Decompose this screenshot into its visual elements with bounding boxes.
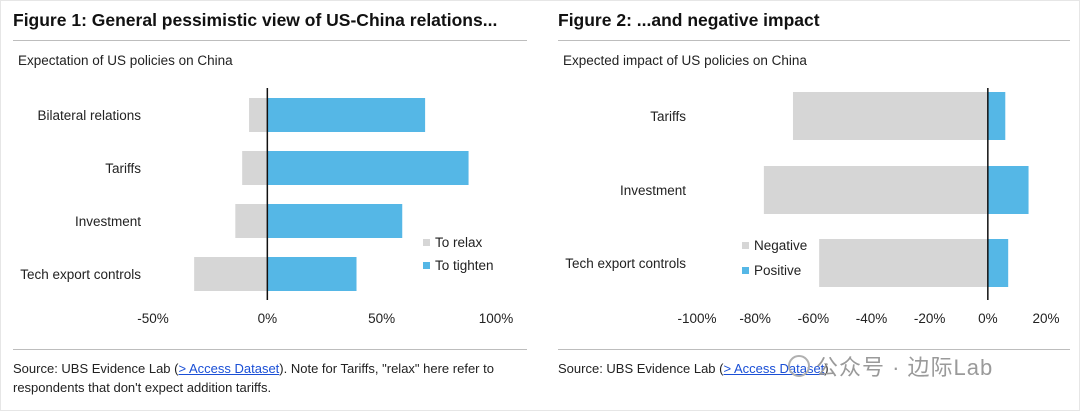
figure-2-title-rule xyxy=(558,40,1070,41)
fig2-bar-negative-2 xyxy=(819,239,988,287)
fig1-bar-to-relax-2 xyxy=(235,204,268,238)
fig2-legend-swatch-1 xyxy=(742,267,749,274)
fig2-category-label-1: Investment xyxy=(620,183,686,198)
figure-1-source: Source: UBS Evidence Lab (> Access Datas… xyxy=(13,359,533,397)
figure-1-panel: Figure 1: General pessimistic view of US… xyxy=(13,10,533,397)
fig1-x-tick-label-3: 100% xyxy=(479,311,514,326)
figure-2-panel: Figure 2: ...and negative impact Expecte… xyxy=(545,0,1080,411)
fig2-x-tick-label-2: -60% xyxy=(798,311,830,326)
figure-2-source-rule xyxy=(558,349,1070,350)
fig1-category-label-2: Investment xyxy=(75,214,141,229)
fig2-bar-positive-0 xyxy=(987,92,1006,140)
figure-2-title: Figure 2: ...and negative impact xyxy=(558,10,820,30)
fig1-legend-label-1: To tighten xyxy=(435,258,494,273)
fig1-legend-swatch-0 xyxy=(423,239,430,246)
fig2-x-tick-label-4: -20% xyxy=(914,311,946,326)
fig2-category-label-2: Tech export controls xyxy=(565,256,686,271)
fig2-x-tick-label-1: -80% xyxy=(739,311,771,326)
fig1-category-label-0: Bilateral relations xyxy=(37,108,141,123)
fig2-bar-negative-0 xyxy=(792,92,988,140)
fig1-x-tick-label-1: 0% xyxy=(258,311,278,326)
figure-2-chart-title: Expected impact of US policies on China xyxy=(563,53,807,68)
fig2-legend-label-1: Positive xyxy=(754,263,801,278)
fig1-bar-to-tighten-2 xyxy=(267,204,403,238)
fig1-category-label-3: Tech export controls xyxy=(20,267,141,282)
fig2-bar-negative-1 xyxy=(763,166,988,214)
fig1-bar-to-tighten-0 xyxy=(267,98,426,132)
figure-1-source-suffix: ). Note for Tariffs, "relax" here refer … xyxy=(13,361,494,395)
figure-1-chart-title: Expectation of US policies on China xyxy=(18,53,233,68)
fig1-bar-to-relax-1 xyxy=(242,151,268,185)
figure-1-source-rule xyxy=(13,349,527,350)
fig1-bar-to-tighten-1 xyxy=(267,151,469,185)
fig2-legend-swatch-0 xyxy=(742,242,749,249)
fig2-category-label-0: Tariffs xyxy=(650,109,686,124)
fig1-bar-to-relax-0 xyxy=(249,98,268,132)
fig1-x-tick-label-0: -50% xyxy=(137,311,169,326)
figure-2-chart: Tariffs Investment Tech export controls -10… xyxy=(565,88,1060,326)
fig1-legend-label-0: To relax xyxy=(435,235,483,250)
figure-1-source-prefix: Source: UBS Evidence Lab ( xyxy=(13,361,179,376)
figure-1-title: Figure 1: General pessimistic view of US… xyxy=(13,10,498,30)
figure-1-chart: Bilateral relations Tariffs Investment Tech… xyxy=(20,88,514,326)
fig2-x-tick-label-5: 0% xyxy=(978,311,998,326)
fig1-bar-to-tighten-3 xyxy=(267,257,357,291)
figure-2-source-prefix: Source: UBS Evidence Lab ( xyxy=(558,361,724,376)
fig2-bar-positive-2 xyxy=(987,239,1009,287)
fig1-x-tick-label-2: 50% xyxy=(368,311,395,326)
figure-2-source-suffix: ) xyxy=(824,361,829,376)
fig2-x-tick-label-6: 20% xyxy=(1032,311,1059,326)
fig2-x-tick-label-0: -100% xyxy=(677,311,716,326)
watermark: 公众号 · 边际Lab xyxy=(788,350,993,382)
figure-1-title-rule xyxy=(13,40,527,41)
watermark-text: 公众号 · 边际Lab xyxy=(816,355,994,380)
watermark-logo-icon xyxy=(788,355,810,377)
figure-1-access-dataset-link[interactable]: > Access Dataset xyxy=(178,361,280,376)
fig2-bar-positive-1 xyxy=(987,166,1029,214)
fig2-x-tick-label-3: -40% xyxy=(856,311,888,326)
fig2-legend-label-0: Negative xyxy=(754,238,807,253)
fig1-legend-swatch-1 xyxy=(423,262,430,269)
fig1-bar-to-relax-3 xyxy=(194,257,268,291)
fig1-category-label-1: Tariffs xyxy=(105,161,141,176)
